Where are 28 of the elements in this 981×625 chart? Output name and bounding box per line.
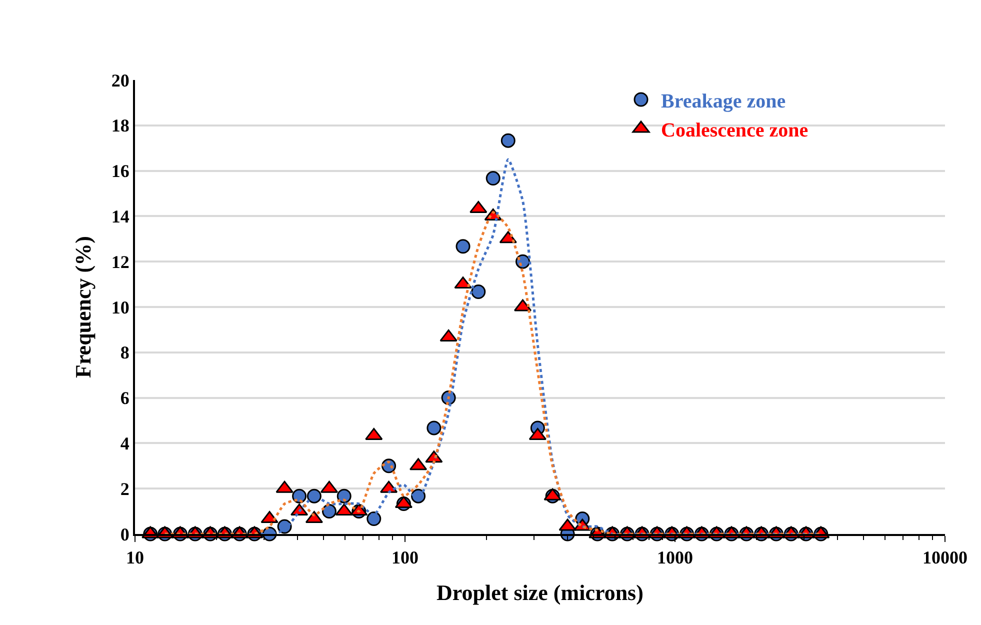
y-tick-label: 6 xyxy=(120,388,130,408)
y-tick-label: 4 xyxy=(120,434,130,454)
y-tick-label: 20 xyxy=(111,70,130,90)
y-tick-label: 8 xyxy=(120,342,130,363)
y-tick-label: 2 xyxy=(120,478,130,499)
point xyxy=(336,488,352,504)
y-tick-label: 12 xyxy=(111,252,130,272)
point xyxy=(366,512,382,526)
point xyxy=(500,133,516,148)
point xyxy=(306,488,322,504)
x-tick-label: 10000 xyxy=(922,548,968,568)
point xyxy=(292,488,307,504)
legend-label: Coalescence zone xyxy=(661,119,808,142)
y-tick-label: 16 xyxy=(111,161,130,182)
point xyxy=(426,420,442,436)
point xyxy=(471,284,486,300)
point xyxy=(322,504,336,519)
point xyxy=(486,171,500,186)
y-tick-label: 10 xyxy=(111,297,130,318)
y-tick-label: 0 xyxy=(120,524,130,544)
y-tick-label: 14 xyxy=(111,206,130,226)
legend-label: Breakage zone xyxy=(661,90,786,112)
y-axis-title: Frequency (%) xyxy=(70,236,96,378)
x-tick-label: 100 xyxy=(392,548,418,568)
x-tick-label: 1000 xyxy=(657,548,693,568)
y-tick-label: 18 xyxy=(111,116,130,136)
point xyxy=(456,239,470,254)
x-axis-title: Droplet size (microns) xyxy=(436,580,644,605)
